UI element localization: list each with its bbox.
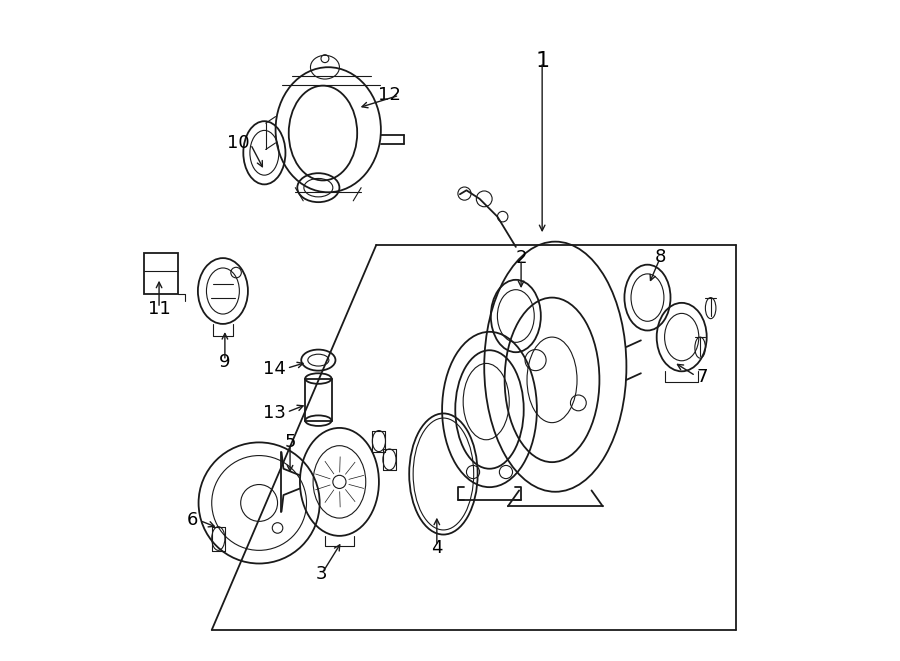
Text: 13: 13 <box>263 404 285 422</box>
Bar <box>144 253 178 293</box>
Text: 5: 5 <box>284 434 296 451</box>
Text: 8: 8 <box>655 248 666 266</box>
Text: 11: 11 <box>148 301 170 319</box>
Text: 14: 14 <box>263 360 285 377</box>
Text: 2: 2 <box>516 249 526 267</box>
Text: 9: 9 <box>219 353 230 371</box>
Text: 6: 6 <box>187 511 199 529</box>
Text: 1: 1 <box>536 51 549 71</box>
Text: 7: 7 <box>697 368 708 385</box>
Text: 4: 4 <box>431 539 443 557</box>
Text: 3: 3 <box>316 565 328 583</box>
Text: 12: 12 <box>378 86 400 104</box>
Text: 10: 10 <box>228 134 250 152</box>
